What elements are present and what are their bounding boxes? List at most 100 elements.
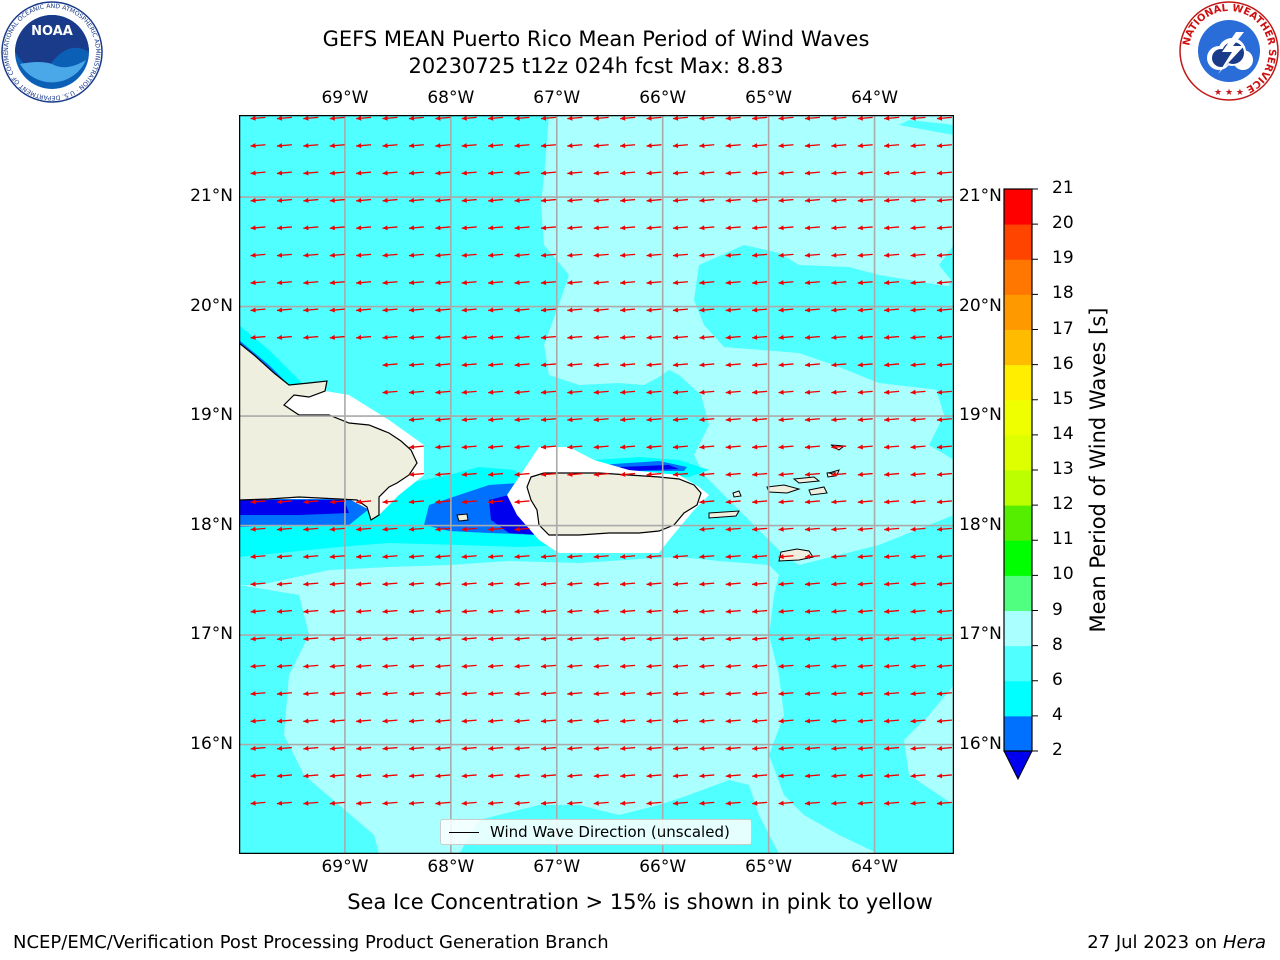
wave-direction-arrowhead — [514, 773, 520, 779]
wave-direction-arrowhead — [382, 773, 388, 779]
wave-direction-arrowhead — [567, 252, 573, 258]
wave-direction-arrowhead — [461, 307, 467, 313]
wave-direction-arrowhead — [593, 115, 599, 121]
wave-direction-arrowhead — [329, 115, 335, 121]
wave-direction-arrowhead — [593, 581, 599, 587]
wave-direction-arrowhead — [250, 718, 256, 724]
wave-direction-arrowhead — [514, 115, 520, 121]
wave-direction-arrowhead — [567, 362, 573, 368]
wave-direction-arrowhead — [884, 554, 890, 560]
wave-direction-arrowhead — [646, 334, 652, 340]
wave-direction-arrowhead — [778, 417, 784, 423]
wave-direction-arrowhead — [857, 581, 863, 587]
wave-direction-arrowhead — [540, 334, 547, 340]
wave-direction-arrowhead — [329, 225, 335, 231]
wave-direction-arrowhead — [567, 773, 573, 779]
wave-direction-arrowhead — [514, 197, 520, 203]
wave-direction-arrowhead — [514, 691, 520, 697]
wave-direction-arrowhead — [752, 225, 758, 231]
wave-direction-arrowhead — [857, 170, 863, 176]
wave-direction-arrowhead — [593, 800, 599, 806]
wave-direction-arrowhead — [699, 197, 705, 203]
wave-direction-arrowhead — [672, 170, 679, 176]
longitude-label: 64°W — [851, 88, 899, 108]
wave-direction-arrowhead — [488, 225, 494, 231]
footer-host: Hera — [1222, 932, 1266, 953]
nws-logo: NATIONAL WEATHER SERVICE ★ ★ ★ — [1179, 1, 1279, 101]
wave-direction-arrowhead — [804, 663, 811, 669]
wave-direction-arrowhead — [356, 225, 362, 231]
wave-direction-arrowhead — [672, 362, 679, 368]
wave-direction-arrowhead — [540, 170, 547, 176]
wave-direction-arrowhead — [725, 307, 731, 313]
colorbar-extend-min — [1003, 750, 1033, 781]
wave-direction-arrowhead — [672, 636, 679, 642]
wave-direction-arrowhead — [646, 197, 652, 203]
wave-direction-arrowhead — [329, 307, 335, 313]
colorbar-tick-label: 9 — [1052, 599, 1063, 620]
wave-direction-arrowhead — [884, 389, 890, 395]
wave-direction-arrowhead — [435, 334, 441, 340]
wave-direction-arrowhead — [699, 225, 705, 231]
longitude-label: 69°W — [321, 88, 369, 108]
wave-direction-arrowhead — [752, 362, 758, 368]
wave-direction-arrowhead — [435, 362, 441, 368]
wave-direction-arrowhead — [725, 800, 731, 806]
wave-direction-arrowhead — [514, 280, 520, 286]
wave-direction-arrowhead — [250, 691, 256, 697]
wave-direction-arrowhead — [461, 718, 467, 724]
wave-direction-arrowhead — [382, 663, 388, 669]
wave-direction-arrowhead — [593, 718, 599, 724]
wave-direction-arrowhead — [408, 773, 415, 779]
noaa-logo: NATIONAL OCEANIC AND ATMOSPHERIC ADMINIS… — [0, 0, 103, 103]
wave-direction-arrowhead — [910, 170, 916, 176]
wave-direction-arrowhead — [514, 170, 520, 176]
footer-date-text: 27 Jul 2023 on — [1087, 932, 1218, 953]
wave-direction-arrowhead — [488, 471, 494, 477]
wave-direction-arrowhead — [356, 663, 362, 669]
wave-direction-arrowhead — [382, 170, 388, 176]
wave-direction-arrowhead — [435, 636, 441, 642]
wave-direction-arrowhead — [461, 526, 467, 532]
colorbar — [1003, 188, 1038, 781]
wave-direction-arrowhead — [699, 581, 705, 587]
wave-direction-arrowhead — [910, 417, 916, 423]
wave-direction-arrowhead — [831, 526, 837, 532]
wave-direction-arrowhead — [435, 417, 441, 423]
wave-direction-arrowhead — [435, 745, 441, 751]
wave-direction-arrowhead — [620, 280, 626, 286]
wave-direction-arrowhead — [461, 554, 467, 560]
wave-direction-arrowhead — [910, 471, 916, 477]
wave-direction-arrowhead — [672, 280, 679, 286]
wave-direction-arrowhead — [488, 334, 494, 340]
wave-direction-arrowhead — [620, 115, 626, 121]
wave-direction-arrowhead — [303, 170, 309, 176]
wave-direction-arrowhead — [752, 170, 758, 176]
colorbar-segment — [1004, 364, 1032, 401]
wave-direction-arrowhead — [620, 197, 626, 203]
wave-direction-arrowhead — [857, 554, 863, 560]
wave-direction-arrowhead — [514, 307, 520, 313]
colorbar-segment — [1004, 329, 1032, 366]
wave-direction-arrowhead — [725, 280, 731, 286]
wave-direction-arrowhead — [672, 471, 679, 477]
wave-direction-arrowhead — [699, 280, 705, 286]
wave-direction-arrowhead — [303, 581, 309, 587]
wave-direction-arrowhead — [620, 389, 626, 395]
wave-direction-arrowhead — [382, 718, 388, 724]
wave-direction-arrowhead — [725, 362, 731, 368]
wave-direction-arrowhead — [778, 718, 784, 724]
wave-direction-arrowhead — [910, 334, 916, 340]
wave-direction-arrowhead — [804, 143, 811, 149]
wave-direction-arrowhead — [936, 280, 943, 286]
wave-direction-arrowhead — [752, 143, 758, 149]
wave-direction-arrowhead — [672, 143, 679, 149]
wave-direction-arrowhead — [857, 252, 863, 258]
wave-direction-arrowhead — [540, 444, 547, 450]
wave-direction-arrowhead — [356, 554, 362, 560]
wave-direction-arrowhead — [435, 225, 441, 231]
wave-direction-arrowhead — [461, 417, 467, 423]
wave-direction-arrowhead — [752, 499, 758, 505]
wave-direction-arrowhead — [461, 143, 467, 149]
sea-ice-note-text: Sea Ice Concentration > 15% is shown in … — [347, 890, 933, 914]
